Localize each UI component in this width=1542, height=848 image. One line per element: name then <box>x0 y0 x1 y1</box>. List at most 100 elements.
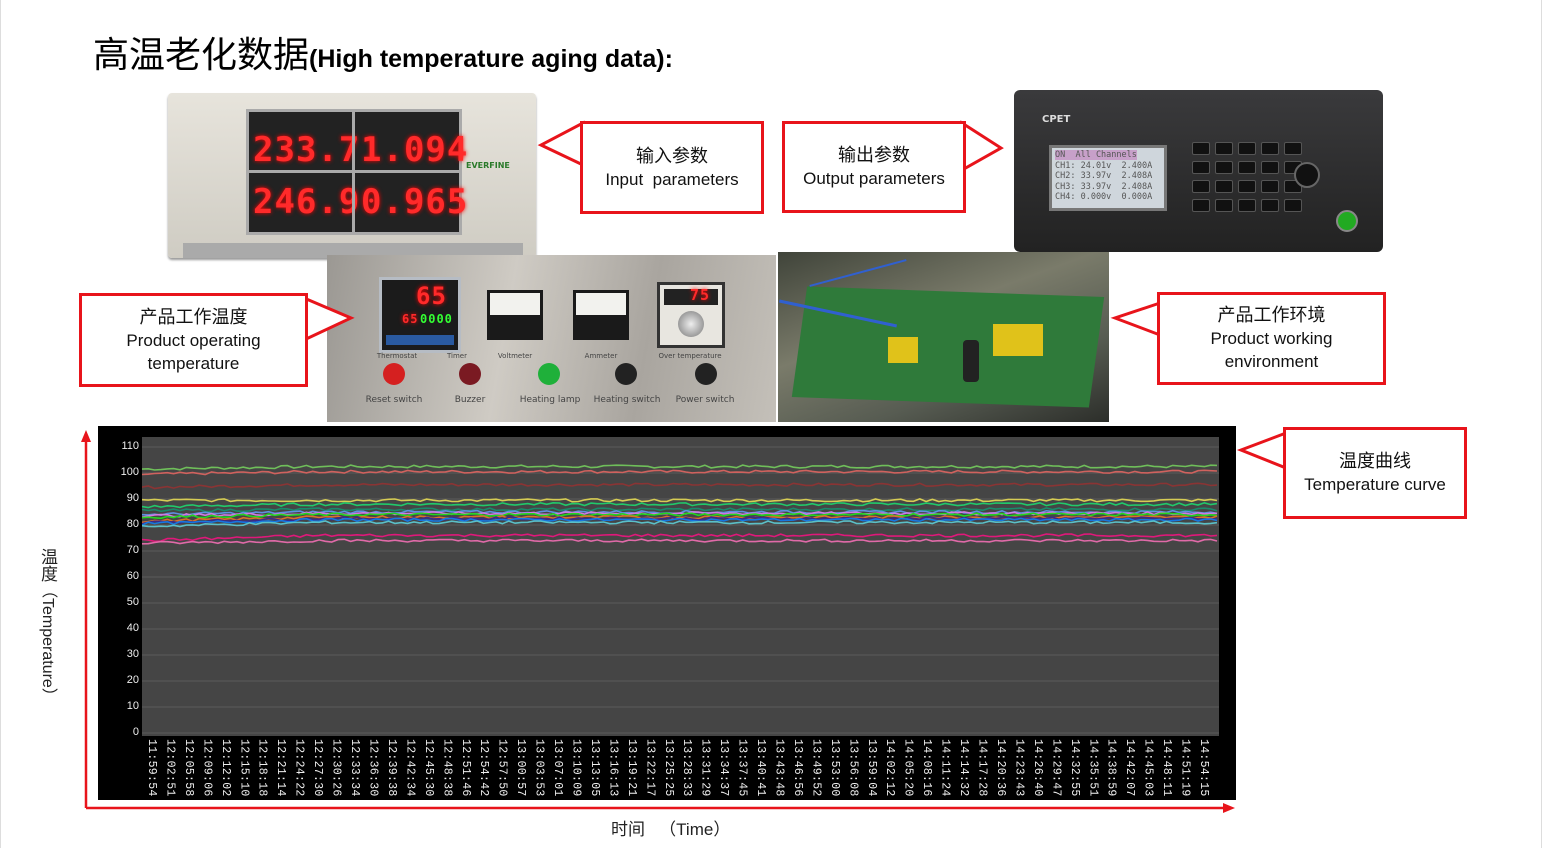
y-tick-label: 20 <box>126 674 139 686</box>
series-line-13 <box>141 520 1218 528</box>
callout-text-zh: 输入参数 <box>636 145 708 167</box>
power-button-icon <box>1336 210 1358 232</box>
callout-product-working-environment: 产品工作环境 Product working environment <box>1157 292 1386 385</box>
thermostat-display: 65 65 0000 <box>379 277 461 353</box>
x-tick-label: 13:59:04 <box>864 739 878 797</box>
x-tick-label: 12:57:50 <box>495 739 509 797</box>
y-label-en: （Temperature） <box>39 582 56 704</box>
series-line-15 <box>141 538 1218 545</box>
page-title: 高温老化数据(High temperature aging data): <box>93 26 673 78</box>
series-line-8 <box>141 511 1218 518</box>
x-tick-label: 13:13:05 <box>587 739 601 797</box>
temperature-chart: 110 100 90 80 70 60 50 40 30 20 10 0 11:59:54 12:02:… <box>98 426 1236 800</box>
y-tick-label: 70 <box>126 544 139 556</box>
reset-switch <box>383 363 405 385</box>
x-tick-label: 12:36:30 <box>366 739 380 797</box>
callout-text-en: temperature <box>147 353 240 373</box>
x-tick-label: 13:16:13 <box>606 739 620 797</box>
x-tick-label: 14:35:51 <box>1086 739 1100 797</box>
x-tick-label: 14:32:55 <box>1067 739 1081 797</box>
y-tick-label: 10 <box>126 700 139 712</box>
x-tick-label: 13:19:21 <box>624 739 638 797</box>
x-tick-label: 12:24:22 <box>292 739 306 797</box>
thermostat-pv: 65 <box>416 282 447 310</box>
series-line-2 <box>141 469 1218 476</box>
x-tick-label: 12:33:34 <box>348 739 362 797</box>
voltmeter <box>487 290 543 340</box>
pf-reading: 0.965 <box>361 182 469 222</box>
x-tick-label: 13:31:29 <box>698 739 712 797</box>
x-tick-label: 14:42:07 <box>1123 739 1137 797</box>
x-tick-label: 12:18:18 <box>255 739 269 797</box>
label-ammeter: Ammeter <box>584 352 618 360</box>
callout-text-en: Product working <box>1210 329 1333 348</box>
x-tick-label: 12:09:06 <box>200 739 214 797</box>
x-tick-label: 12:12:02 <box>218 739 232 797</box>
callout-text-zh: 输出参数 <box>838 145 910 166</box>
label-reset-switch: Reset switch <box>365 395 423 405</box>
x-tick-label: 13:22:17 <box>643 739 657 797</box>
product-pcb-photo <box>778 252 1109 422</box>
x-tick-label: 13:25:25 <box>661 739 675 797</box>
y-tick-label: 60 <box>126 570 139 582</box>
electronic-load-photo: CPET ON All Channels CH1: 24.01v 2.400A … <box>1014 90 1383 252</box>
x-tick-label: 14:14:32 <box>957 739 971 797</box>
lcd-line: CH3: 33.97v 2.408A <box>1055 181 1153 192</box>
ammeter <box>573 290 629 340</box>
timer-display: 0000 <box>420 312 453 326</box>
thermostat-sv: 65 <box>402 312 419 326</box>
callout-text-en: environment <box>1224 352 1319 371</box>
x-tick-label: 12:05:58 <box>181 739 195 797</box>
series-line-3 <box>141 482 1218 490</box>
power-switch <box>695 363 717 385</box>
power-reading: 246.9 <box>253 182 361 222</box>
load-keypad-key <box>1261 180 1279 193</box>
callout-product-operating-temperature: 产品工作温度 Product operating temperature <box>79 293 308 387</box>
y-tick-label: 90 <box>126 492 139 504</box>
callout-temperature-curve: 温度曲线 Temperature curve <box>1283 427 1467 519</box>
x-tick-label: 14:51:19 <box>1178 739 1192 797</box>
load-keypad-key <box>1261 161 1279 174</box>
buzzer <box>459 363 481 385</box>
lcd-line: ON All Channels <box>1055 150 1137 160</box>
load-keypad-key <box>1215 180 1233 193</box>
load-keypad-key <box>1192 199 1210 212</box>
series-line-9 <box>141 512 1218 520</box>
x-tick-label: 12:27:30 <box>311 739 325 797</box>
x-tick-label: 13:00:57 <box>514 739 528 797</box>
x-tick-label: 14:11:24 <box>938 739 952 797</box>
voltage-reading: 233.7 <box>253 130 361 170</box>
current-reading: 1.094 <box>361 130 469 170</box>
x-tick-label: 14:29:47 <box>1049 739 1063 797</box>
x-tick-label: 13:07:01 <box>551 739 565 797</box>
label-voltmeter: Voltmeter <box>497 352 533 360</box>
x-tick-label: 12:15:10 <box>237 739 251 797</box>
power-meter-photo: 233.7 1.094 246.9 0.965 EVERFINE <box>168 93 536 258</box>
x-tick-label: 14:38:59 <box>1104 739 1118 797</box>
x-tick-label: 13:10:09 <box>569 739 583 797</box>
label-thermostat: Thermostat <box>376 352 418 360</box>
x-tick-label: 12:48:38 <box>440 739 454 797</box>
lcd-line: CH1: 24.01v 2.400A <box>1055 160 1153 171</box>
title-en: (High temperature aging data): <box>309 45 673 73</box>
series-line-5 <box>141 501 1218 509</box>
label-power-switch: Power switch <box>675 395 735 405</box>
load-keypad-key <box>1192 142 1210 155</box>
callout-text-en: Output parameters <box>803 169 945 188</box>
x-tick-label: 14:23:43 <box>1012 739 1026 797</box>
y-tick-label: 0 <box>132 726 139 738</box>
load-logo: CPET <box>1042 114 1071 125</box>
x-tick-label: 13:28:33 <box>680 739 694 797</box>
heating-switch <box>615 363 637 385</box>
x-tick-label: 11:59:54 <box>145 739 158 797</box>
plot-area <box>141 437 1219 736</box>
x-tick-label: 14:08:16 <box>920 739 934 797</box>
series-line-1 <box>141 464 1218 471</box>
callout-text-en: Temperature curve <box>1304 475 1446 494</box>
x-label-zh: 时间 <box>611 820 645 840</box>
load-lcd-screen: ON All Channels CH1: 24.01v 2.400A CH2: … <box>1049 145 1167 211</box>
x-tick-label: 13:46:56 <box>790 739 804 797</box>
load-keypad-key <box>1215 161 1233 174</box>
y-tick-label: 100 <box>120 466 139 478</box>
